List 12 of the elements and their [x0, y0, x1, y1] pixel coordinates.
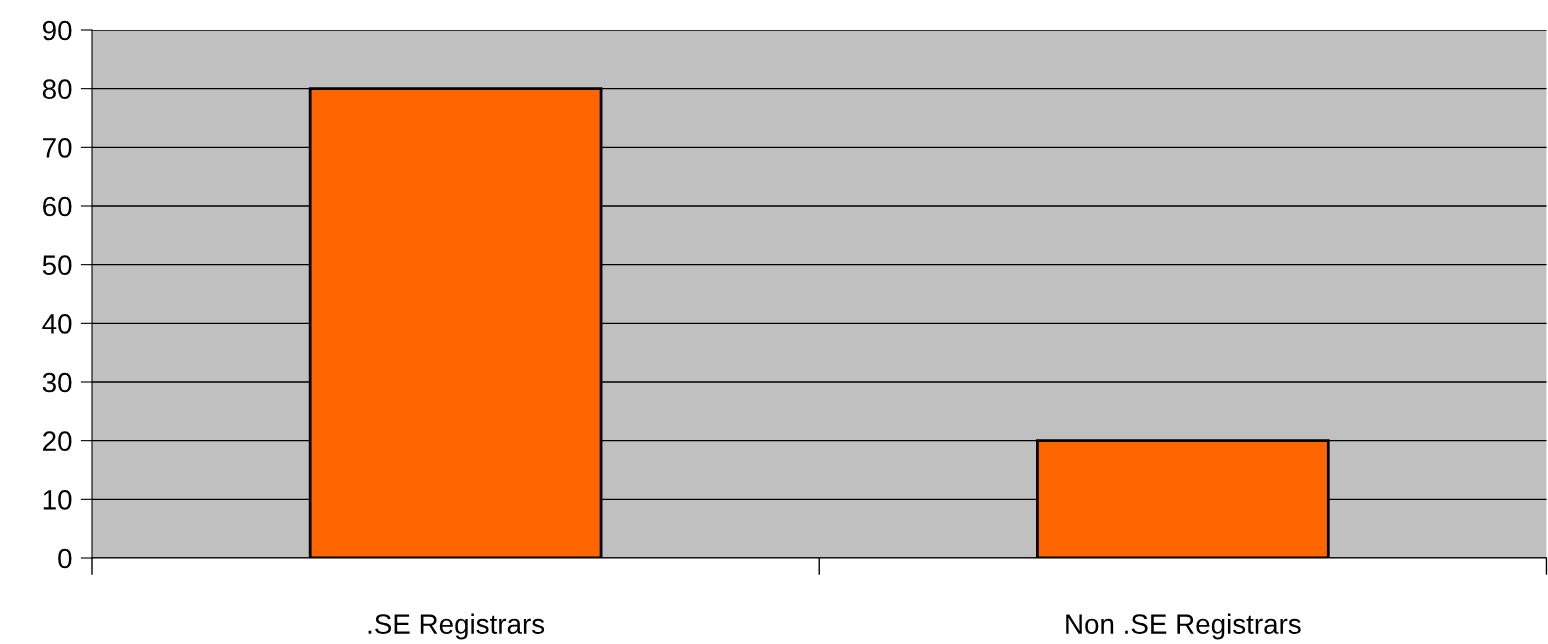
- y-tick-label: 0: [58, 548, 72, 569]
- y-tick-label: 40: [42, 314, 72, 334]
- y-tick-label: 70: [43, 138, 72, 158]
- x-tick-label: .SE Registrars: [368, 613, 545, 640]
- y-tick-label: 20: [43, 431, 72, 452]
- y-tick-label: 90: [42, 20, 72, 41]
- y-tick-label: 30: [42, 372, 72, 393]
- x-tick-label: Non .SE Registrars: [1066, 613, 1301, 640]
- y-tick-label: 50: [42, 255, 72, 276]
- y-tick-label: 60: [43, 196, 72, 217]
- y-tick-label: 10: [43, 490, 72, 510]
- y-tick-label: 80: [42, 79, 72, 100]
